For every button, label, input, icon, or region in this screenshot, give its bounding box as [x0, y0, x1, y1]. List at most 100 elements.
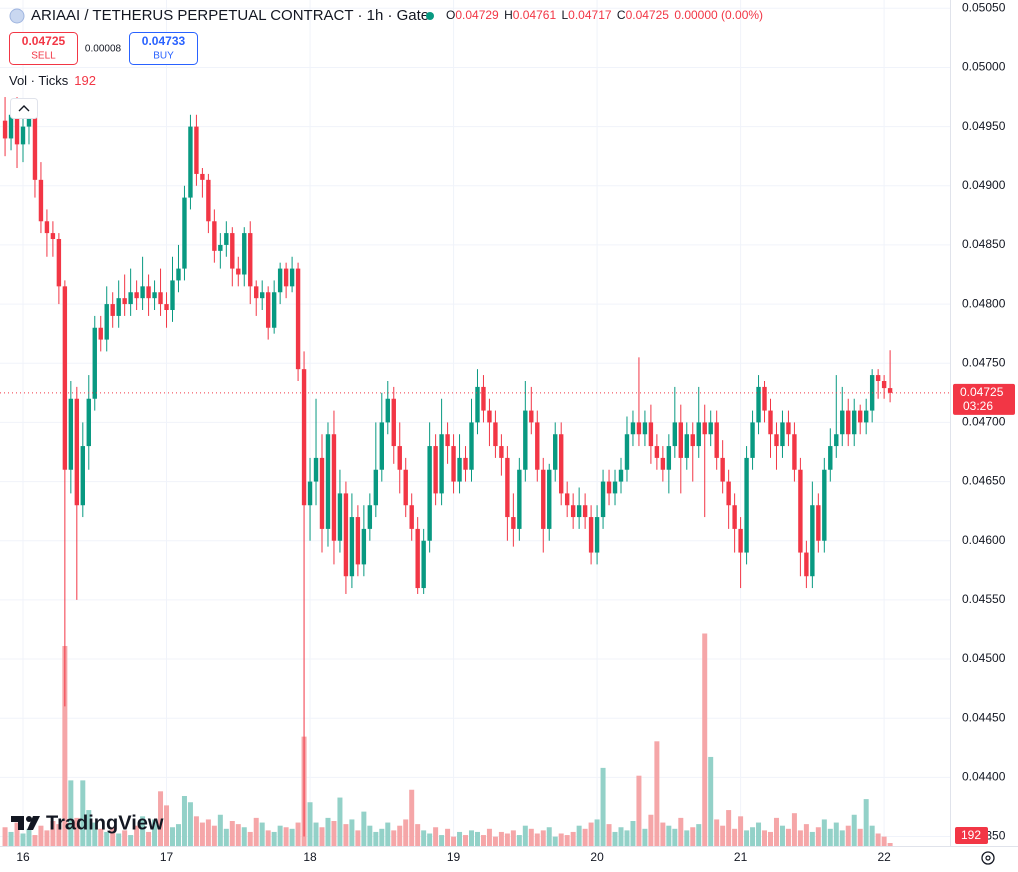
candle-body — [624, 434, 630, 470]
volume-bar — [486, 828, 492, 846]
candle-body — [606, 481, 612, 494]
candle-body — [271, 292, 277, 328]
volume-bar — [307, 802, 313, 846]
candle-body — [798, 469, 803, 553]
candle-body — [44, 221, 50, 234]
volume-bar — [690, 827, 696, 846]
volume-bar — [44, 830, 50, 846]
volume-bar — [474, 831, 480, 846]
volume-bar — [821, 819, 827, 846]
collapse-button[interactable] — [10, 98, 38, 119]
volume-bar — [678, 817, 684, 846]
volume-bar — [355, 830, 361, 846]
sell-label[interactable]: SELL — [31, 51, 56, 62]
volume-bar — [869, 825, 875, 846]
volume-bar — [8, 831, 14, 846]
candle-body — [104, 304, 109, 340]
candle-body — [415, 528, 420, 589]
y-tick-label: 0.04650 — [962, 474, 1006, 488]
ohlc-label: L — [561, 8, 568, 22]
candle-body — [576, 505, 582, 518]
volume-bar — [785, 828, 791, 846]
candle-body — [331, 434, 337, 541]
candle-body — [301, 369, 307, 506]
candle-body — [122, 298, 127, 305]
buy-price[interactable]: 0.04733 — [142, 34, 186, 48]
volume-value-box — [955, 827, 988, 844]
candle-body — [62, 286, 68, 470]
volume-bar — [373, 831, 379, 846]
candle-body — [684, 434, 689, 458]
volume-bar — [421, 830, 427, 846]
candle-body — [212, 221, 217, 251]
sell-button[interactable]: 0.04725 SELL — [9, 32, 78, 65]
candle-body — [265, 292, 271, 328]
sell-price[interactable]: 0.04725 — [22, 34, 66, 48]
candle-body — [481, 386, 486, 411]
buy-label[interactable]: BUY — [153, 51, 174, 62]
candle-body — [523, 410, 528, 470]
volume-bar — [116, 833, 122, 846]
market-status — [426, 12, 434, 20]
candle-body — [230, 233, 235, 269]
volume-bar — [768, 831, 773, 846]
ohlc-label: C — [617, 8, 626, 22]
settings-icon[interactable] — [981, 851, 995, 865]
y-tick-label: 0.04700 — [962, 415, 1006, 429]
sell-box[interactable] — [9, 32, 78, 65]
candle-body — [254, 286, 259, 299]
volume-bar — [433, 827, 439, 846]
volume-bar — [211, 825, 217, 846]
watermark-text: TradingView — [46, 812, 164, 834]
candle-body — [816, 505, 821, 541]
candle-body — [642, 422, 648, 435]
volume-bar — [696, 824, 702, 846]
volume-bar — [128, 835, 134, 846]
collapse-box[interactable] — [10, 98, 38, 119]
symbol-title[interactable]: ARIAAI / TETHERUS PERPETUAL CONTRACT · 1… — [31, 7, 429, 24]
volume-bar — [361, 811, 367, 846]
candle-body — [128, 292, 133, 305]
volume-axis-label: 192 — [961, 828, 981, 842]
volume-bar — [797, 830, 803, 846]
volume-bar — [540, 830, 546, 846]
buy-box[interactable] — [129, 32, 198, 65]
volume-bar — [809, 831, 815, 846]
candle-body — [738, 528, 743, 553]
volume-bar — [289, 828, 295, 846]
volume-bar — [516, 835, 522, 846]
candle-body — [194, 126, 199, 174]
y-tick-label: 0.04450 — [962, 710, 1006, 724]
candle-body — [535, 422, 540, 470]
volume-bar — [152, 819, 158, 846]
candle-body — [427, 446, 432, 541]
candle-body — [361, 528, 367, 565]
countdown: 03:26 — [963, 399, 993, 413]
candle-body — [702, 422, 707, 435]
ohlc-value: 0.04725 — [626, 8, 670, 22]
buy-button[interactable]: 0.04733 BUY — [129, 32, 198, 65]
candle-body — [146, 286, 151, 299]
volume-bar — [791, 813, 797, 846]
candle-body — [780, 422, 785, 447]
settings-button[interactable] — [981, 851, 995, 865]
volume-bar — [140, 816, 146, 846]
candle-body — [283, 268, 289, 287]
volume-bar — [283, 827, 289, 846]
candle-body — [158, 292, 163, 305]
volume-bar — [415, 824, 421, 846]
x-tick-label: 16 — [16, 850, 30, 864]
volume-bar — [181, 796, 187, 846]
volume-bar — [259, 822, 265, 846]
chevron[interactable] — [18, 105, 30, 112]
candle-body — [110, 304, 115, 316]
volume-bar — [457, 831, 463, 846]
volume-bar — [62, 646, 68, 846]
y-tick-label: 0.04500 — [962, 651, 1006, 665]
volume-bar — [337, 797, 343, 846]
spread: 0.00008 — [85, 44, 122, 55]
ohlc-label: O — [446, 8, 455, 22]
volume-bar — [122, 830, 128, 846]
candle-body — [170, 280, 175, 311]
settings-icon[interactable] — [985, 855, 991, 861]
